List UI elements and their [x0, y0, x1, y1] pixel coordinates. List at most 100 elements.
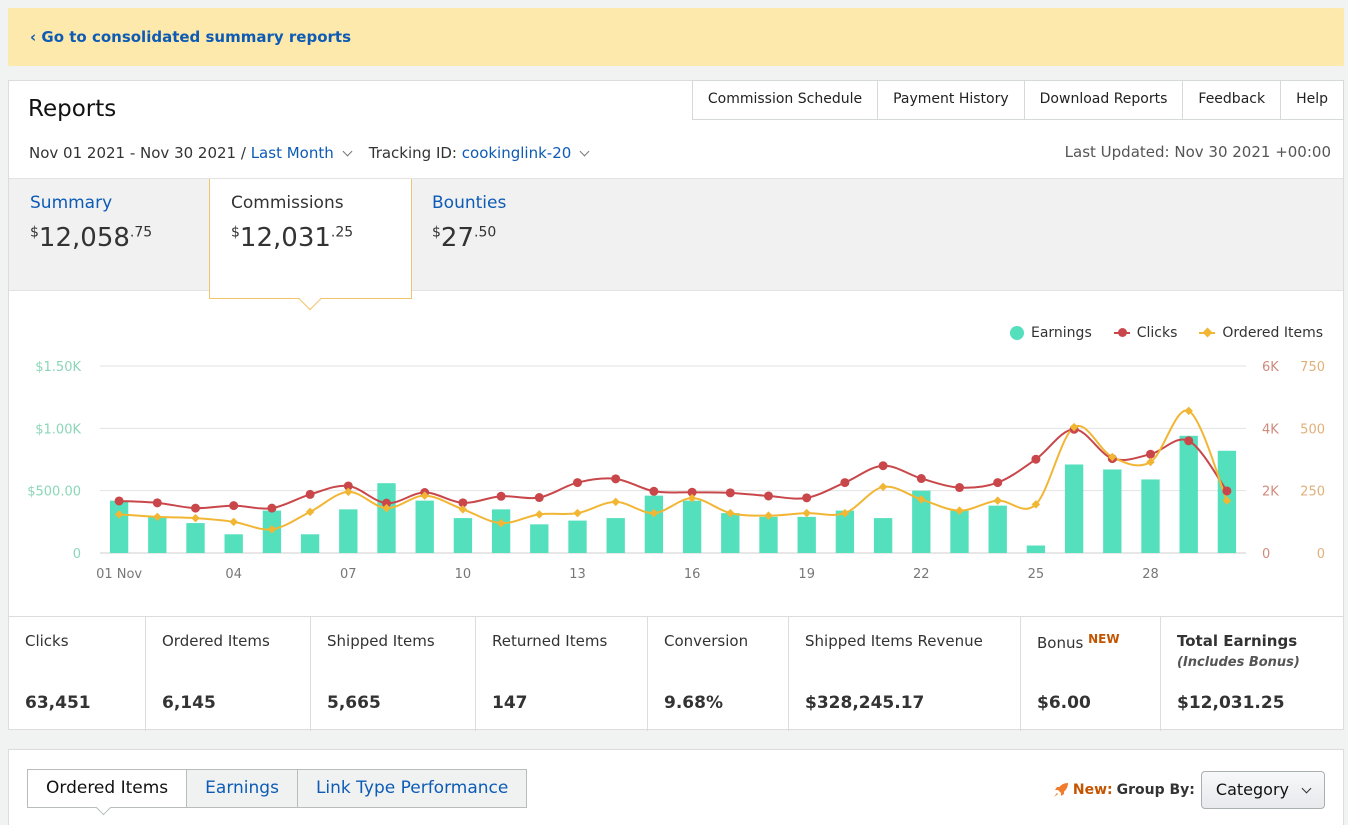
group-by-label: Group By:	[1116, 782, 1195, 798]
feedback-button[interactable]: Feedback	[1183, 80, 1282, 120]
breakdown-tabs: Ordered Items Earnings Link Type Perform…	[27, 769, 528, 808]
filter-line: Nov 01 2021 - Nov 30 2021 / Last Month T…	[29, 144, 598, 162]
earnings-bar	[186, 523, 205, 553]
new-badge: NEW	[1088, 632, 1120, 646]
clicks-point	[687, 487, 697, 497]
earnings-bar	[339, 509, 358, 553]
stat-value: $12,031.25	[1177, 693, 1285, 713]
earnings-bar	[224, 534, 243, 553]
ordered-items-point	[496, 518, 506, 528]
stat-label: Total Earnings	[1177, 632, 1298, 650]
clicks-point	[458, 498, 468, 508]
clicks-point	[611, 474, 621, 484]
ordered-items-point	[420, 491, 429, 500]
clicks-point	[573, 478, 582, 488]
page-title: Reports	[28, 96, 117, 122]
x-tick-label: 01 Nov	[96, 567, 142, 582]
earnings-bar	[912, 490, 931, 553]
new-label: New:	[1072, 782, 1113, 798]
group-by-select[interactable]: Category	[1200, 771, 1325, 809]
earnings-bar	[1026, 545, 1046, 553]
tracking-id-dropdown[interactable]: cookinglink-20	[461, 144, 572, 162]
earnings-bar	[568, 520, 587, 553]
stat-label: Shipped Items	[327, 632, 435, 650]
ordered-items-point	[611, 497, 620, 507]
earnings-bar	[1103, 469, 1122, 553]
chevron-down-icon[interactable]	[342, 146, 353, 156]
tab-commissions[interactable]: Commissions $12,031.25	[209, 179, 412, 311]
ordered-items-point	[993, 496, 1002, 505]
clicks-point	[152, 498, 162, 508]
x-tick-label: 25	[1028, 567, 1045, 582]
chevron-down-icon[interactable]	[579, 146, 590, 156]
earnings-bar	[644, 495, 664, 553]
clicks-point	[343, 481, 353, 491]
earnings-bar	[721, 513, 740, 553]
x-tick-label: 22	[913, 567, 930, 582]
payment-history-button[interactable]: Payment History	[878, 80, 1025, 120]
summary-tabs: Summary $12,058.75 Commissions $12,031.2…	[9, 178, 1343, 311]
x-tick-label: 28	[1142, 567, 1159, 582]
chevron-down-icon	[1301, 783, 1312, 793]
tab-summary[interactable]: Summary $12,058.75	[9, 179, 209, 292]
breakdown-card: Ordered Items Earnings Link Type Perform…	[8, 749, 1344, 825]
stat-value: 63,451	[25, 693, 91, 713]
clicks-point	[1222, 486, 1232, 496]
tab-earnings[interactable]: Earnings	[186, 769, 298, 808]
stat-label: Returned Items	[492, 632, 608, 650]
clicks-point	[916, 474, 926, 484]
clicks-point	[305, 489, 315, 499]
legend-clicks[interactable]: Clicks	[1113, 325, 1177, 341]
earnings-bar	[1064, 464, 1084, 553]
earnings-bar	[988, 505, 1007, 553]
x-tick-label: 13	[569, 567, 586, 582]
earnings-bar	[1179, 435, 1198, 553]
legend-ordered-items[interactable]: Ordered Items	[1199, 325, 1323, 341]
clicks-point	[114, 496, 124, 506]
date-range: Nov 01 2021 - Nov 30 2021 /	[29, 144, 246, 162]
y-right-clicks-tick-label: 4K	[1262, 422, 1279, 437]
stat-ordered-items: Ordered Items 6,145	[146, 617, 311, 731]
period-dropdown[interactable]: Last Month	[250, 144, 334, 162]
ordered-items-point	[1069, 422, 1079, 432]
tab-label: Commissions	[231, 193, 344, 213]
download-reports-button[interactable]: Download Reports	[1024, 80, 1184, 120]
stat-label: Conversion	[664, 632, 749, 650]
clicks-line-icon	[1113, 328, 1130, 337]
clicks-point	[534, 493, 544, 503]
clicks-point	[1031, 454, 1041, 464]
clicks-point	[649, 486, 659, 496]
earnings-bar	[873, 518, 893, 553]
clicks-point	[496, 491, 506, 501]
tab-label: Bounties	[432, 193, 507, 213]
ordered-items-point	[344, 487, 353, 497]
earnings-bar	[797, 516, 816, 553]
stat-returned-items: Returned Items 147	[476, 617, 648, 731]
legend-earnings[interactable]: Earnings	[1009, 325, 1092, 341]
ordered-items-point	[382, 503, 391, 513]
consolidated-banner: ‹ Go to consolidated summary reports	[8, 8, 1344, 66]
rocket-icon	[1053, 783, 1068, 797]
stat-value: 147	[492, 693, 528, 713]
ordered-items-point	[535, 510, 544, 519]
help-button[interactable]: Help	[1281, 80, 1344, 120]
commission-schedule-button[interactable]: Commission Schedule	[691, 80, 879, 120]
earnings-bar	[682, 500, 702, 553]
consolidated-reports-link[interactable]: ‹ Go to consolidated summary reports	[30, 28, 351, 46]
clicks-point	[1184, 436, 1194, 446]
clicks-point	[955, 483, 964, 493]
stats-row: Clicks 63,451 Ordered Items 6,145 Shippe…	[9, 616, 1343, 731]
stat-value: 6,145	[162, 693, 216, 713]
tab-amount: $27.50	[432, 223, 497, 253]
x-tick-label: 10	[455, 567, 472, 582]
tab-link-type-performance[interactable]: Link Type Performance	[296, 769, 528, 808]
earnings-bar	[415, 500, 434, 553]
tab-bounties[interactable]: Bounties $27.50	[411, 179, 611, 292]
clicks-point	[878, 461, 888, 471]
y-right-clicks-tick-label: 2K	[1262, 485, 1279, 500]
y-left-tick-label: $500.00	[27, 485, 81, 500]
ordered-items-point	[802, 508, 811, 518]
stat-shipped-revenue: Shipped Items Revenue $328,245.17	[789, 617, 1021, 731]
ordered-items-point	[878, 482, 888, 492]
tab-ordered-items[interactable]: Ordered Items	[27, 769, 188, 808]
